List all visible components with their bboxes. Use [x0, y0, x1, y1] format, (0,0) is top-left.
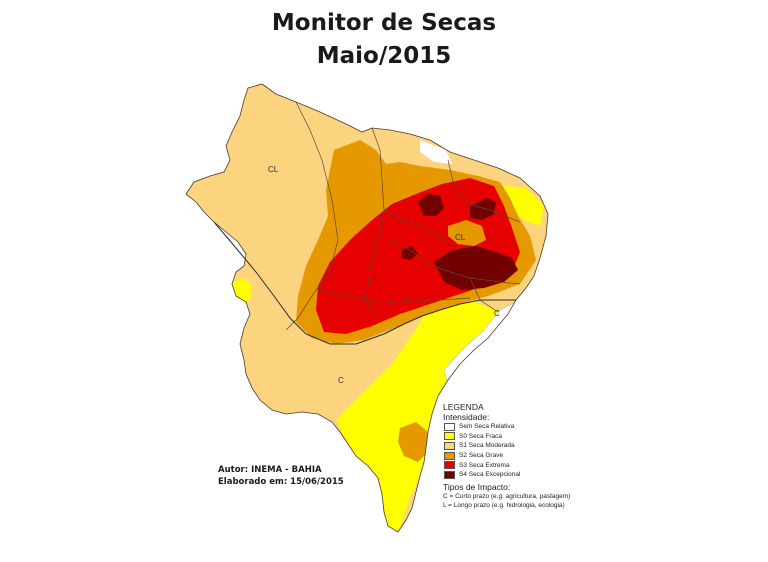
region-none-northeast — [420, 140, 452, 164]
date-line: Elaborado em: 15/06/2015 — [218, 477, 344, 487]
map-label-cl-north: CL — [268, 165, 279, 174]
legend-item: S0 Seca Fraca — [444, 432, 570, 442]
legend-item: S3 Seca Extrema — [444, 460, 570, 470]
legend-item: S1 Seca Moderada — [444, 441, 570, 451]
legend-item-label: S1 Seca Moderada — [459, 442, 515, 450]
map-title: Monitor de Secas — [271, 10, 497, 36]
legend-item: Sem Seca Relativa — [444, 422, 570, 432]
legend-impact-long: L = Longo prazo (e.g. hidrologia, ecolog… — [443, 501, 565, 509]
legend-impact-short: C = Curto prazo (e.g. agricultura, pasta… — [443, 492, 571, 500]
region-s4-north — [418, 194, 444, 216]
legend-item-label: S4 Seca Excepcional — [459, 471, 521, 479]
legend-swatch — [444, 432, 455, 441]
legend-swatch — [444, 441, 455, 450]
legend-swatch — [444, 461, 455, 470]
legend-intensity-title: Intensidade: — [443, 412, 490, 422]
map-subtitle: Maio/2015 — [316, 43, 452, 69]
legend-swatch — [444, 422, 455, 431]
legend-impact-title: Tipos de Impacto: — [443, 481, 511, 492]
region-s4-northeast — [470, 198, 496, 220]
legend-swatch — [444, 451, 455, 460]
region-s4-small — [402, 246, 418, 260]
map-label-cl-center: CL — [455, 233, 466, 242]
map-label-c-south: C — [338, 376, 344, 385]
impact-boundary-line — [213, 221, 516, 345]
region-outline — [185, 83, 549, 533]
author-block: Autor: INEMA - BAHIA Elaborado em: 15/06… — [218, 464, 344, 488]
legend-item-label: Sem Seca Relativa — [459, 423, 515, 431]
author-line: Autor: INEMA - BAHIA — [218, 465, 322, 475]
region-s2-cl-pocket — [448, 220, 486, 246]
map-label-c-east: C — [494, 309, 500, 318]
legend-swatch — [444, 470, 455, 479]
region-s0-eastcoast — [504, 186, 544, 226]
state-borders — [285, 101, 521, 331]
legend-title: LEGENDA — [443, 402, 484, 412]
legend-item: S2 Seca Grave — [444, 451, 570, 461]
legend-item-label: S2 Seca Grave — [459, 452, 504, 460]
legend-item: S4 Seca Excepcional — [444, 470, 570, 480]
legend: LEGENDA Intensidade: Sem Seca Relativa S0… — [443, 402, 570, 510]
region-s2-south — [398, 422, 430, 462]
legend-items: Sem Seca Relativa S0 Seca Fraca S1 Seca Mo… — [443, 422, 570, 480]
legend-item-label: S0 Seca Fraca — [459, 432, 502, 440]
legend-item-label: S3 Seca Extrema — [459, 461, 510, 469]
region-s4-center — [434, 246, 518, 290]
